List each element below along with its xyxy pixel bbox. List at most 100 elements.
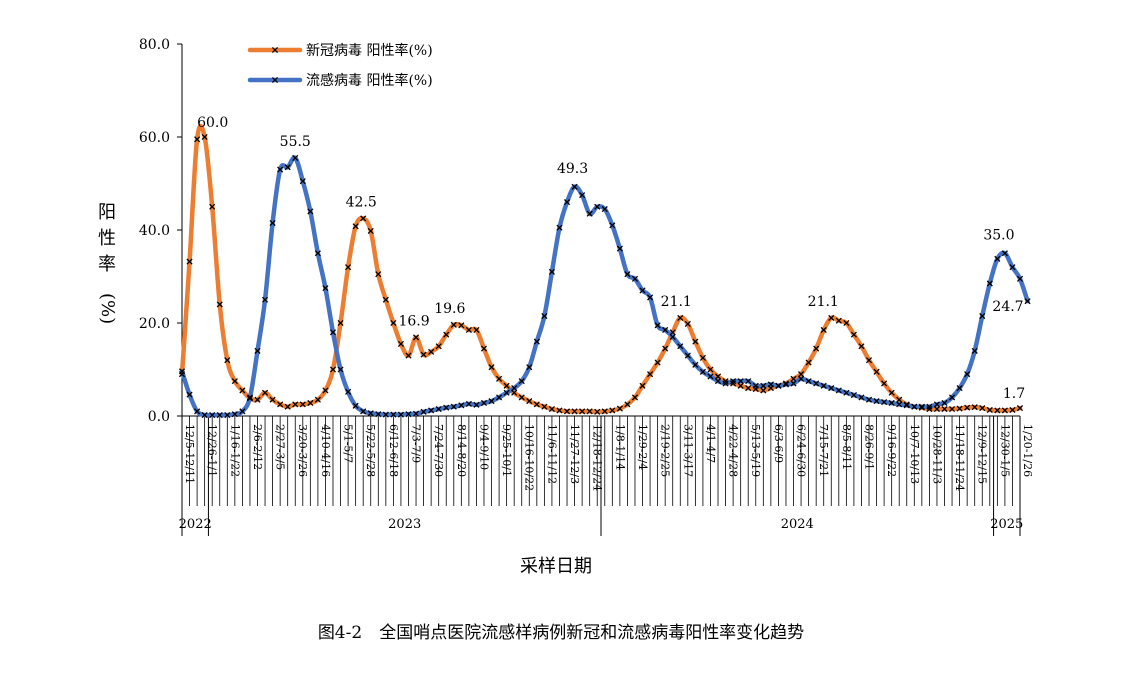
covid-data-point <box>526 398 533 405</box>
point-marker-stroke <box>1009 264 1016 271</box>
point-marker-stroke <box>443 331 450 338</box>
y-tick-label: 20.0 <box>139 316 170 332</box>
influenza-data-point <box>480 399 488 407</box>
influenza-data-point <box>994 255 1001 262</box>
influenza-data-point <box>835 387 842 394</box>
x-tick-label: 8/26-9/1 <box>862 424 875 470</box>
point-marker-stroke <box>412 334 420 341</box>
covid-data-point <box>556 407 563 414</box>
x-tick-label: 11/27-12/3 <box>568 424 581 484</box>
influenza-data-point <box>798 375 805 382</box>
data-label: 42.5 <box>346 194 377 210</box>
influenza-data-point <box>458 402 465 409</box>
year-label: 2025 <box>990 517 1023 532</box>
point-marker-stroke <box>548 405 555 413</box>
point-marker-stroke <box>337 366 344 373</box>
point-marker-stroke <box>948 394 956 401</box>
influenza-data-point <box>337 366 344 373</box>
covid-data-point <box>571 408 578 415</box>
covid-data-point <box>722 378 729 385</box>
point-marker-stroke <box>994 407 1001 414</box>
covid-data-point <box>352 223 359 230</box>
point-marker-stroke <box>277 166 284 173</box>
influenza-data-point <box>850 392 857 399</box>
point-marker-stroke <box>405 411 412 418</box>
point-marker-stroke <box>496 375 503 382</box>
influenza-data-point <box>511 385 518 392</box>
covid-data-point <box>1009 406 1016 414</box>
data-label: 35.0 <box>983 227 1014 243</box>
point-marker-stroke <box>201 412 208 419</box>
covid-data-point <box>186 258 193 265</box>
point-marker-stroke <box>375 411 382 418</box>
x-axis-label: 采样日期 <box>520 556 592 577</box>
point-marker-stroke <box>556 224 563 231</box>
y-axis-label-char: 率 <box>98 254 116 275</box>
point-marker-stroke <box>881 380 888 387</box>
x-tick-label: 11/6-11/12 <box>545 424 558 484</box>
point-marker-stroke <box>231 378 238 385</box>
point-marker-stroke <box>714 378 722 385</box>
x-tick-label: 2/19-2/25 <box>659 424 672 477</box>
covid-data-point <box>261 389 269 396</box>
covid-data-point <box>805 359 812 366</box>
covid-data-point <box>631 394 639 401</box>
data-label: 1.7 <box>1003 386 1025 402</box>
point-marker-stroke <box>896 401 903 408</box>
point-marker-stroke <box>548 268 555 275</box>
point-marker-stroke <box>933 401 941 408</box>
point-marker-stroke <box>345 264 352 271</box>
covid-data-point <box>511 389 518 396</box>
point-marker-stroke <box>254 347 261 354</box>
influenza-data-point <box>405 411 412 418</box>
point-marker-stroke <box>412 410 420 417</box>
point-marker-stroke <box>888 399 895 407</box>
year-label: 2022 <box>179 517 212 532</box>
point-marker-stroke <box>277 401 284 408</box>
point-marker-stroke <box>1024 298 1031 305</box>
covid-data-point <box>533 401 540 408</box>
covid-data-point <box>684 320 691 327</box>
point-marker-stroke <box>616 245 623 252</box>
influenza-data-point <box>435 405 442 413</box>
covid-data-point <box>496 375 503 382</box>
point-marker-stroke <box>586 408 593 415</box>
point-marker-stroke <box>526 398 533 405</box>
influenza-data-point <box>526 364 533 371</box>
point-marker-stroke <box>367 410 374 417</box>
year-label: 2024 <box>781 517 814 532</box>
point-marker-stroke <box>647 294 654 301</box>
point-marker-stroke <box>647 371 654 378</box>
influenza-data-point <box>1001 250 1008 257</box>
covid-data-point <box>209 203 216 210</box>
covid-data-point <box>594 408 601 415</box>
influenza-data-point <box>473 401 480 408</box>
influenza-data-point <box>639 287 646 294</box>
point-marker-stroke <box>956 405 963 412</box>
x-tick-label: 11/18-11/24 <box>953 424 966 491</box>
point-marker-stroke <box>835 317 842 324</box>
influenza-data-point <box>858 394 865 401</box>
covid-data-point <box>443 331 450 338</box>
point-marker-stroke <box>798 371 805 378</box>
point-marker-stroke <box>745 378 752 385</box>
influenza-data-point <box>518 378 525 385</box>
covid-data-point <box>986 406 993 414</box>
influenza-data-point <box>594 203 601 210</box>
influenza-data-point <box>1024 298 1031 305</box>
covid-data-point <box>616 405 623 412</box>
point-marker-stroke <box>480 345 488 352</box>
influenza-data-point <box>918 403 925 410</box>
covid-data-point <box>948 405 956 413</box>
point-marker-stroke <box>450 321 457 328</box>
point-marker-stroke <box>465 400 472 407</box>
point-marker-stroke <box>631 275 639 282</box>
influenza-data-point <box>209 412 216 419</box>
point-marker-stroke <box>986 406 993 414</box>
influenza-data-point <box>616 245 623 252</box>
influenza-data-point <box>813 380 820 387</box>
influenza-data-point <box>345 388 352 395</box>
point-marker-stroke <box>299 401 306 408</box>
point-marker-stroke <box>594 203 601 210</box>
covid-data-point <box>329 366 337 373</box>
